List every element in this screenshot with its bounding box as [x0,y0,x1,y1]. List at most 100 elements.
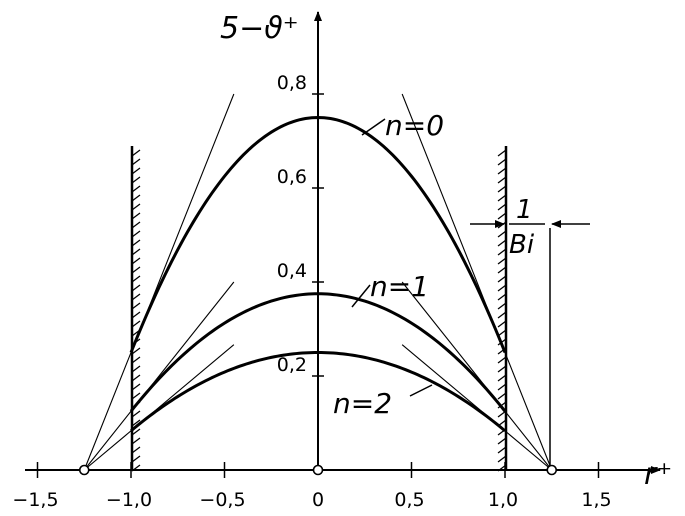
hatch-mark [131,284,141,292]
bi-numerator: 1 [516,195,533,225]
hatch-mark [497,275,507,283]
hatch-mark [497,320,507,328]
hatch-mark [131,320,141,328]
hatch-mark [497,455,507,463]
hatch-mark [497,176,507,184]
x-tick-label: 1,5 [581,489,611,511]
hatch-mark [497,446,507,454]
hatch-mark [131,176,141,184]
label-n2: n=2 [333,387,392,420]
label-n0: n=0 [385,109,444,142]
point-marker [78,464,90,476]
hatch-mark [131,266,141,274]
hatch-mark [131,212,141,220]
curve-labels: n=0 n=1 n=2 [333,109,444,420]
hatch-mark [131,446,141,454]
x-tick-label: 0 [312,489,324,511]
hatch-mark [497,212,507,220]
point-marker [546,464,558,476]
y-ticks: 0,2 0,4 0,6 0,8 [277,72,324,377]
x-axis-label: r⁺ [644,457,672,492]
label-n1: n=1 [370,270,429,303]
hatch-mark [497,284,507,292]
hatch-mark [497,365,507,373]
tangent-line [83,93,235,471]
hatch-mark [497,266,507,274]
label-leader-n1 [351,284,371,308]
x-tick-label: −1,0 [106,489,152,511]
hatch-mark [131,158,141,166]
point-marker [312,464,324,476]
hatch-mark [131,392,141,400]
hatch-mark [497,203,507,211]
hatch-mark [131,455,141,463]
axes-layer: −1,5 −1,0 −0,5 0 0,5 1,0 1,5 0,2 0,4 0,6 0,8 5−ϑ⁺… [12,11,672,511]
hatch-mark [497,194,507,202]
hatch-mark [497,257,507,265]
x-tick-label: −1,5 [12,489,58,511]
hatch-mark [131,239,141,247]
x-tick-label: 0,5 [394,489,424,511]
hatch-mark [131,419,141,427]
hatch-mark [131,356,141,364]
y-tick-label: 0,6 [277,166,307,188]
hatch-mark [131,437,141,445]
hatch-mark [497,311,507,319]
profile-curve [129,115,507,354]
hatch-mark [131,302,141,310]
hatch-mark [131,347,141,355]
hatch-mark [497,383,507,391]
hatch-mark [131,230,141,238]
hatch-mark [131,185,141,193]
y-tick-label: 0,8 [277,72,307,94]
y-tick-label: 0,4 [277,260,307,282]
hatch-mark [497,302,507,310]
hatch-mark [131,293,141,301]
hatch-mark [497,410,507,418]
hatch-mark [497,248,507,256]
hatch-mark [497,239,507,247]
hatch-mark [497,392,507,400]
hatch-mark [497,149,507,157]
curves-layer [129,115,507,433]
profile-curve [130,350,506,433]
tangent-line [401,281,553,471]
hatch-mark [131,221,141,229]
hatch-mark [131,383,141,391]
tangent-line [83,281,235,471]
hatch-mark [497,230,507,238]
hatch-mark [131,149,141,157]
point-markers [78,464,558,476]
x-ticks: −1,5 −1,0 −0,5 0 0,5 1,0 1,5 [12,462,612,511]
hatch-mark [497,293,507,301]
hatch-mark [497,401,507,409]
hatch-mark [497,158,507,166]
hatch-mark [131,410,141,418]
hatch-mark [497,185,507,193]
left-wall-hatch [131,149,141,472]
hatch-mark [131,194,141,202]
tangent-line [401,93,553,471]
profile-curve [129,292,507,413]
hatch-mark [131,257,141,265]
hatch-mark [131,365,141,373]
hatch-mark [131,428,141,436]
hatch-mark [497,374,507,382]
label-leader-n0 [361,118,386,136]
hatch-mark [131,374,141,382]
hatch-mark [131,167,141,175]
walls-layer [130,146,508,472]
hatch-mark [497,356,507,364]
hatch-mark [497,437,507,445]
label-leader-n2 [409,384,433,397]
x-tick-label: −0,5 [199,489,245,511]
y-tick-label: 0,2 [277,354,307,376]
bi-denominator: Bi [509,230,535,260]
hatch-mark [497,167,507,175]
hatch-mark [131,248,141,256]
bi-dimension: 1 Bi [470,195,590,260]
hatch-mark [131,275,141,283]
hatch-mark [131,203,141,211]
x-tick-label: 1,0 [488,489,518,511]
